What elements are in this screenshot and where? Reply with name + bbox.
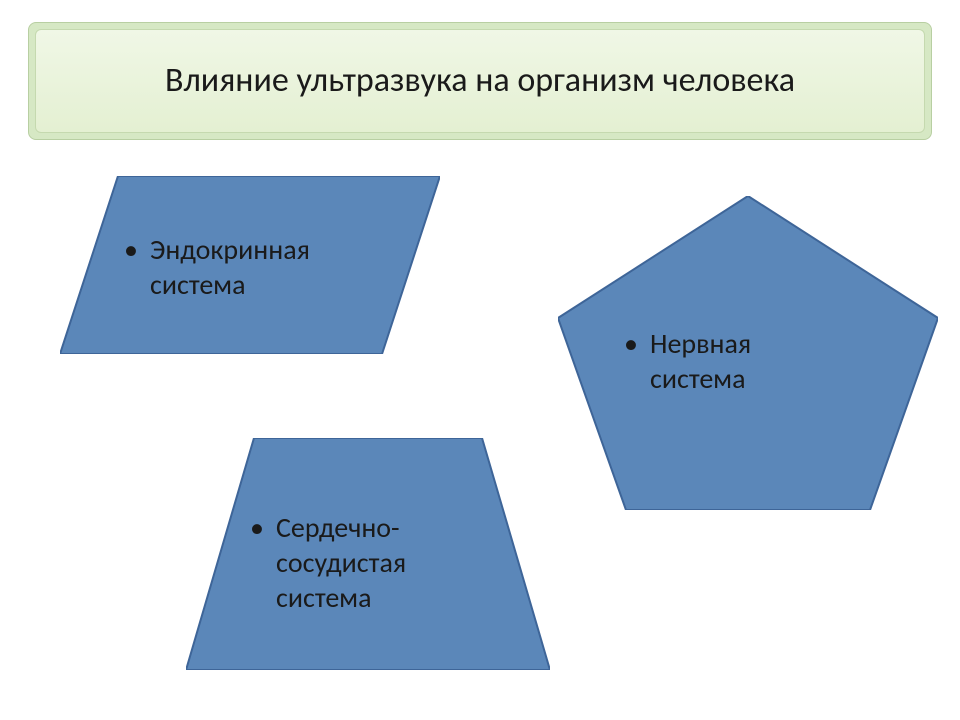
bullet-icon: • xyxy=(124,236,138,264)
title-banner-outer: Влияние ультразвука на организм человека xyxy=(28,22,932,140)
trapezoid-text-line3: система xyxy=(276,580,372,615)
bullet-icon: • xyxy=(250,514,264,542)
bullet-icon: • xyxy=(624,330,638,358)
title-banner-inner: Влияние ультразвука на организм человека xyxy=(35,29,925,133)
page-title: Влияние ультразвука на организм человека xyxy=(165,60,795,103)
parallelogram-label: • Эндокринная система xyxy=(150,232,310,302)
pentagon-text-line2: система xyxy=(650,361,746,396)
parallelogram-text-line1: Эндокринная xyxy=(150,232,310,267)
trapezoid-text-line2: сосудистая xyxy=(276,545,406,580)
pentagon-label: • Нервная система xyxy=(650,326,751,396)
trapezoid-text-line1: Сердечно- xyxy=(276,510,400,545)
pentagon-text-line1: Нервная xyxy=(650,326,751,361)
trapezoid-label: • Сердечно- сосудистая система xyxy=(276,510,406,615)
parallelogram-text-line2: система xyxy=(150,267,246,302)
